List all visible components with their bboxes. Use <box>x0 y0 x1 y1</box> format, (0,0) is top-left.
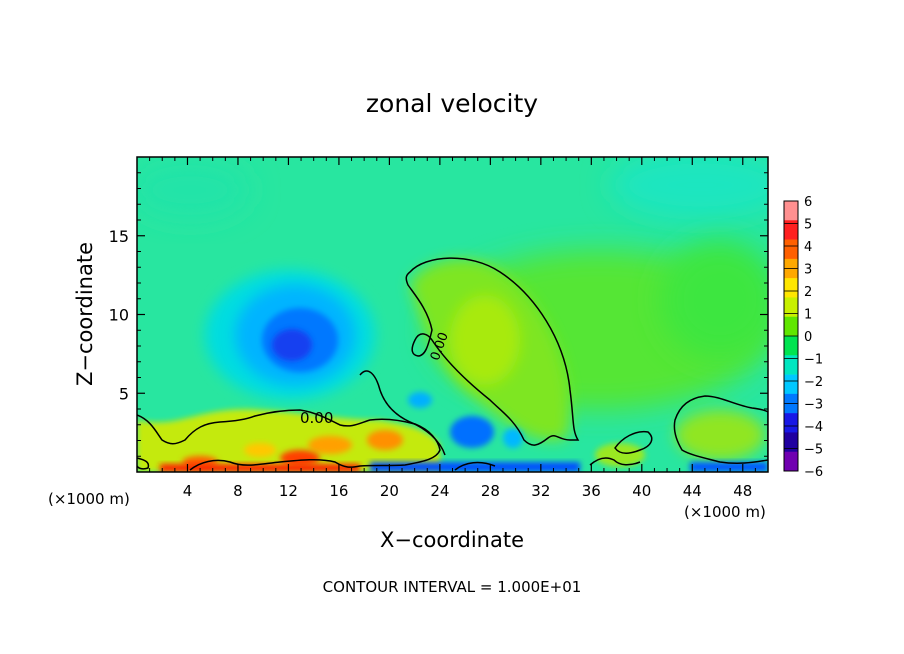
x-tick-label: 48 <box>733 482 752 500</box>
contour-zero-bottom <box>137 457 641 471</box>
colorbar-label: −3 <box>804 398 823 413</box>
field-upper-cyan-left <box>137 160 250 220</box>
x-axis-label: X−coordinate <box>380 528 524 552</box>
colorbar-swatch <box>784 336 798 356</box>
colorbar-swatch <box>784 278 798 298</box>
y-tick-label: 10 <box>109 306 129 325</box>
colorbar-swatch <box>784 374 798 395</box>
colorbar-label: 1 <box>804 308 812 323</box>
colorbar-label: 3 <box>804 263 812 278</box>
colorbar-label: −5 <box>804 443 823 458</box>
y-axis-label: Z−coordinate <box>73 242 97 386</box>
lower-band-fill <box>137 409 440 472</box>
x-tick-label: 44 <box>683 482 702 500</box>
bottom-strip-hot <box>160 464 360 472</box>
colorbar-swatch <box>784 239 798 260</box>
contour-zero-mid <box>359 370 446 456</box>
colorbar-swatch <box>784 413 798 433</box>
bottom-strip-negative <box>370 462 580 472</box>
x-tick-label: 40 <box>632 482 651 500</box>
colorbar-swatch <box>784 432 798 453</box>
contour-interval-footer: CONTOUR INTERVAL = 1.000E+01 <box>323 578 582 596</box>
lower-hot-2 <box>367 430 403 450</box>
colorbar-swatch <box>784 316 798 337</box>
x-tick-label: 8 <box>233 482 243 500</box>
bottom-strip-negative-2 <box>690 462 768 472</box>
lower-hot-4 <box>280 450 320 466</box>
colorbar-label: −4 <box>804 420 823 435</box>
colorbar-label: 5 <box>804 218 812 233</box>
negative-core-deep <box>272 329 312 361</box>
x-tick-label: 24 <box>430 482 449 500</box>
colorbar-label: −6 <box>804 465 823 480</box>
x-tick-label: 4 <box>183 482 193 500</box>
colorbar-label: 0 <box>804 330 812 345</box>
colorbar-label: 4 <box>804 240 812 255</box>
lower-hot-1 <box>308 436 352 454</box>
y-tick-label: 5 <box>119 384 129 403</box>
colorbar-label: 2 <box>804 285 812 300</box>
positive-lobe-core <box>450 295 520 385</box>
negative-cell-1 <box>408 392 432 408</box>
x-tick-label: 36 <box>582 482 601 500</box>
colorbar-swatch <box>784 451 798 472</box>
chart-title: zonal velocity <box>366 89 538 118</box>
colorbar-label: 6 <box>804 195 812 210</box>
x-tick-label: 16 <box>329 482 348 500</box>
colorbar-label: −2 <box>804 375 823 390</box>
colorbar-swatch <box>784 297 798 318</box>
x-tick-label: 28 <box>481 482 500 500</box>
contour-zero-lobe <box>405 257 580 446</box>
colorbar-swatch <box>784 201 798 221</box>
contour-label-lower: 0.00 <box>300 409 333 427</box>
contour-zero-lower <box>137 409 441 471</box>
colorbar-label: −1 <box>804 353 823 368</box>
lower-right-patch <box>675 410 765 460</box>
lower-right-patch-2 <box>595 443 645 467</box>
x-axis-ticks: 4 8 12 16 20 24 28 32 36 40 44 48 <box>149 157 756 500</box>
colorbar-swatch <box>784 220 798 240</box>
negative-cell-3 <box>503 428 523 448</box>
y-tick-label: 15 <box>109 227 129 246</box>
field-green-band-right <box>660 240 768 360</box>
y-axis-ticks: 5 10 15 <box>109 172 768 457</box>
contour-zero-small <box>614 430 653 454</box>
x-unit-left: (×1000 m) <box>48 490 130 508</box>
x-tick-label: 12 <box>279 482 298 500</box>
lower-hot-3 <box>244 443 276 457</box>
negative-cell-2 <box>450 416 494 448</box>
x-tick-label: 20 <box>380 482 399 500</box>
field-upper-cyan <box>610 157 768 220</box>
x-tick-label: 32 <box>531 482 550 500</box>
plot-area <box>137 157 768 472</box>
x-unit-right: (×1000 m) <box>684 503 766 521</box>
colorbar: 6 5 4 3 2 1 0 −1 −2 −3 −4 −5 −6 <box>783 195 823 480</box>
contour-zero-right <box>673 395 768 464</box>
colorbar-swatch <box>784 355 798 375</box>
